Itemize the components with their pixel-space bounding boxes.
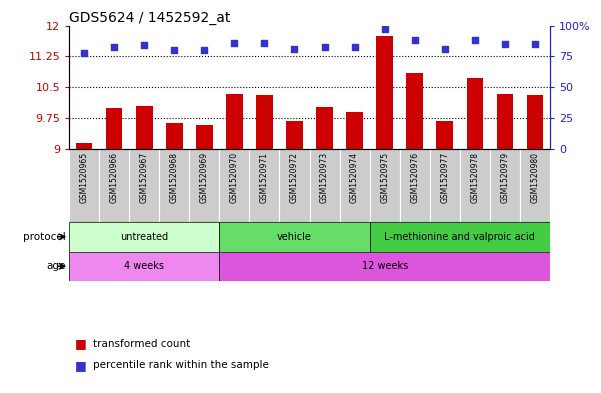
Point xyxy=(350,44,359,50)
Text: untreated: untreated xyxy=(120,232,168,242)
Point xyxy=(410,37,419,44)
Point xyxy=(230,40,239,46)
Point xyxy=(139,42,149,48)
Point xyxy=(470,37,480,44)
Point xyxy=(200,47,209,53)
Text: GSM1520980: GSM1520980 xyxy=(531,152,539,203)
Bar xyxy=(196,125,213,149)
Text: 4 weeks: 4 weeks xyxy=(124,261,164,271)
Text: GSM1520978: GSM1520978 xyxy=(471,152,479,203)
Text: GDS5624 / 1452592_at: GDS5624 / 1452592_at xyxy=(69,11,231,24)
Text: GSM1520979: GSM1520979 xyxy=(501,152,509,203)
Bar xyxy=(490,149,520,222)
Bar xyxy=(460,149,490,222)
Text: GSM1520973: GSM1520973 xyxy=(320,152,329,203)
Text: GSM1520969: GSM1520969 xyxy=(200,152,209,203)
Bar xyxy=(219,149,249,222)
Bar xyxy=(99,149,129,222)
Bar xyxy=(520,149,550,222)
Point xyxy=(260,40,269,46)
Bar xyxy=(256,95,273,149)
Text: 12 weeks: 12 weeks xyxy=(362,261,407,271)
Text: GSM1520976: GSM1520976 xyxy=(410,152,419,203)
Bar xyxy=(279,149,310,222)
Point xyxy=(290,46,299,52)
Text: GSM1520977: GSM1520977 xyxy=(441,152,449,203)
Bar xyxy=(136,106,153,149)
Text: ■: ■ xyxy=(75,359,87,372)
Text: L-methionine and valproic acid: L-methionine and valproic acid xyxy=(384,232,535,242)
Bar xyxy=(466,78,483,149)
Text: GSM1520974: GSM1520974 xyxy=(350,152,359,203)
Bar xyxy=(340,149,370,222)
Text: age: age xyxy=(47,261,66,271)
Text: GSM1520965: GSM1520965 xyxy=(80,152,88,203)
Bar xyxy=(69,149,99,222)
Point xyxy=(169,47,179,53)
Text: GSM1520972: GSM1520972 xyxy=(290,152,299,203)
Text: GSM1520975: GSM1520975 xyxy=(380,152,389,203)
Text: ■: ■ xyxy=(75,337,87,351)
Text: GSM1520968: GSM1520968 xyxy=(170,152,178,203)
Text: GSM1520967: GSM1520967 xyxy=(140,152,148,203)
Bar xyxy=(316,107,333,149)
Bar xyxy=(526,95,543,149)
Bar xyxy=(346,112,363,149)
Bar xyxy=(69,252,219,281)
Bar xyxy=(69,222,219,252)
Bar xyxy=(219,222,370,252)
Bar xyxy=(249,149,279,222)
Text: transformed count: transformed count xyxy=(93,339,191,349)
Bar xyxy=(400,149,430,222)
Text: protocol: protocol xyxy=(23,232,66,242)
Bar xyxy=(376,36,393,149)
Point xyxy=(380,26,389,32)
Point xyxy=(440,46,450,52)
Bar xyxy=(286,121,303,149)
Bar xyxy=(370,149,400,222)
Bar xyxy=(129,149,159,222)
Point xyxy=(109,44,119,50)
Point xyxy=(79,50,89,56)
Bar xyxy=(189,149,219,222)
Bar xyxy=(370,222,550,252)
Bar xyxy=(106,108,123,149)
Text: GSM1520971: GSM1520971 xyxy=(260,152,269,203)
Bar xyxy=(226,94,243,149)
Text: GSM1520966: GSM1520966 xyxy=(110,152,118,203)
Bar xyxy=(310,149,340,222)
Bar xyxy=(159,149,189,222)
Bar xyxy=(430,149,460,222)
Point xyxy=(500,41,510,47)
Point xyxy=(320,44,329,50)
Bar xyxy=(76,143,93,149)
Text: vehicle: vehicle xyxy=(277,232,312,242)
Text: percentile rank within the sample: percentile rank within the sample xyxy=(93,360,269,371)
Text: GSM1520970: GSM1520970 xyxy=(230,152,239,203)
Point xyxy=(530,41,540,47)
Bar xyxy=(436,121,453,149)
Bar xyxy=(406,73,423,149)
Bar xyxy=(166,123,183,149)
Bar xyxy=(219,252,550,281)
Bar xyxy=(496,94,513,149)
